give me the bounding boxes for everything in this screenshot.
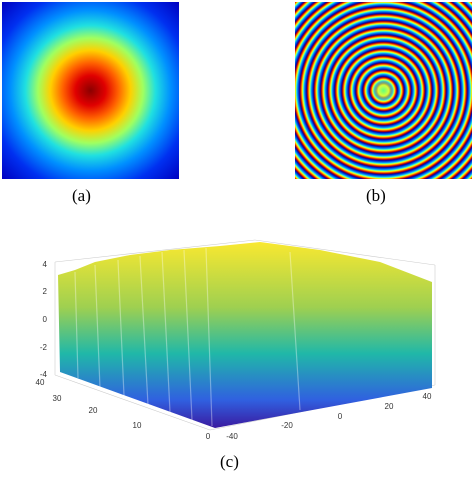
y-tick-label: 10 [133, 421, 142, 430]
y-tick-label: 40 [36, 378, 45, 387]
caption: (c) [220, 452, 239, 471]
z-tick-label: -4 [40, 370, 48, 379]
y-tick-label: 0 [206, 432, 211, 441]
surface-ridges [74, 247, 301, 427]
z-tick-label: -2 [40, 343, 48, 352]
z-tick-label: 4 [43, 260, 48, 269]
x-tick-label: -20 [281, 421, 293, 430]
x-tick-label: 20 [385, 402, 394, 411]
x-tick-label: 0 [338, 412, 343, 421]
caption: (b) [366, 186, 386, 205]
z-tick-label: 0 [43, 315, 48, 324]
x-tick-label: -40 [226, 432, 238, 441]
panel-a-image [2, 2, 179, 179]
surface [58, 242, 432, 428]
z-tick-label: 2 [43, 287, 48, 296]
caption: (a) [72, 186, 91, 205]
x-tick-label: 40 [423, 392, 432, 401]
y-tick-label: 20 [89, 406, 98, 415]
panel-b-image [295, 2, 472, 179]
y-tick-label: 30 [53, 394, 62, 403]
